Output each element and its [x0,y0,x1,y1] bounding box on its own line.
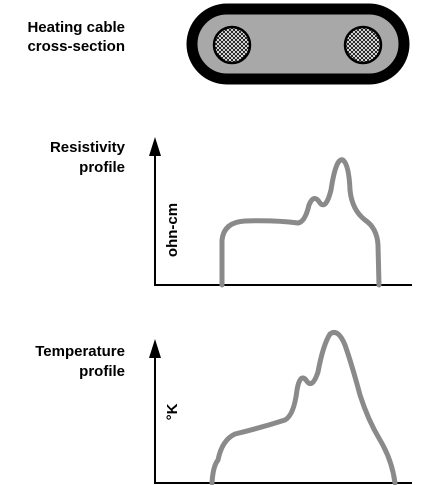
axis [154,150,412,286]
resistivity-label-line: Resistivity [50,139,126,156]
resistivity-curve [219,157,382,288]
conductor [212,25,252,65]
temperature-axis-label: °K [164,403,181,420]
resistivity-axis-label: ohn-cm [164,203,181,257]
axis [154,350,412,484]
temperature-curve [209,329,398,485]
conductor [343,25,383,65]
axis-arrow [149,137,161,156]
axis-arrow [149,339,161,358]
cable-label-line: cross-section [27,38,125,55]
resistivity-label-line: profile [79,159,125,176]
temperature-label-line: profile [79,363,125,380]
cable-jacket [186,3,410,85]
cable-label-line: Heating cable [27,19,125,36]
temperature-label-line: Temperature [35,343,125,360]
